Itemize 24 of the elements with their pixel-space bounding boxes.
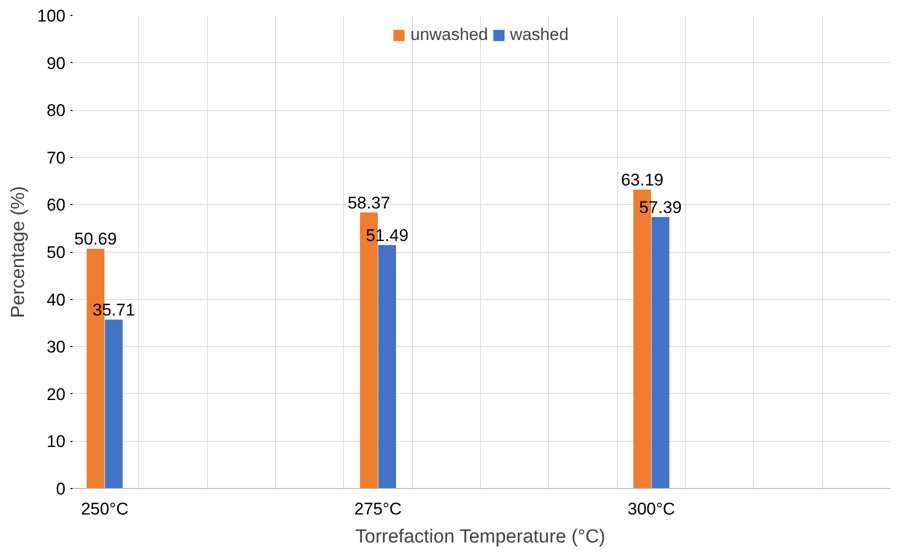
y-tick-label: 0 xyxy=(56,480,66,498)
y-axis-title: Percentage (%) xyxy=(8,186,30,318)
y-tick-label: 100 xyxy=(37,6,66,26)
x-tick-label: 275°C xyxy=(354,500,402,518)
y-tick-label: 10 xyxy=(46,432,66,452)
data-label: 58.37 xyxy=(348,193,390,212)
y-tick-label: 40 xyxy=(46,290,66,310)
bar xyxy=(104,320,123,488)
y-tick-label: 60 xyxy=(46,196,66,215)
bar xyxy=(652,217,670,488)
y-tick-label: 20 xyxy=(46,384,66,404)
x-axis-title: Torrefaction Temperature (°C) xyxy=(355,526,606,548)
legend-label: washed xyxy=(510,25,569,45)
legend-label: unwashed xyxy=(410,25,488,45)
y-tick-label: 80 xyxy=(46,101,66,120)
x-tick-label: 250°C xyxy=(80,500,128,518)
y-tick-label: 30 xyxy=(46,338,66,357)
bar xyxy=(378,244,396,488)
y-tick-label: 90 xyxy=(46,54,66,73)
y-tick-label: 50 xyxy=(46,243,66,262)
y-tick-label: 70 xyxy=(46,148,66,168)
data-label: 63.19 xyxy=(620,170,664,190)
x-tick-label: 300°C xyxy=(628,500,676,518)
data-label: 50.69 xyxy=(74,230,117,249)
